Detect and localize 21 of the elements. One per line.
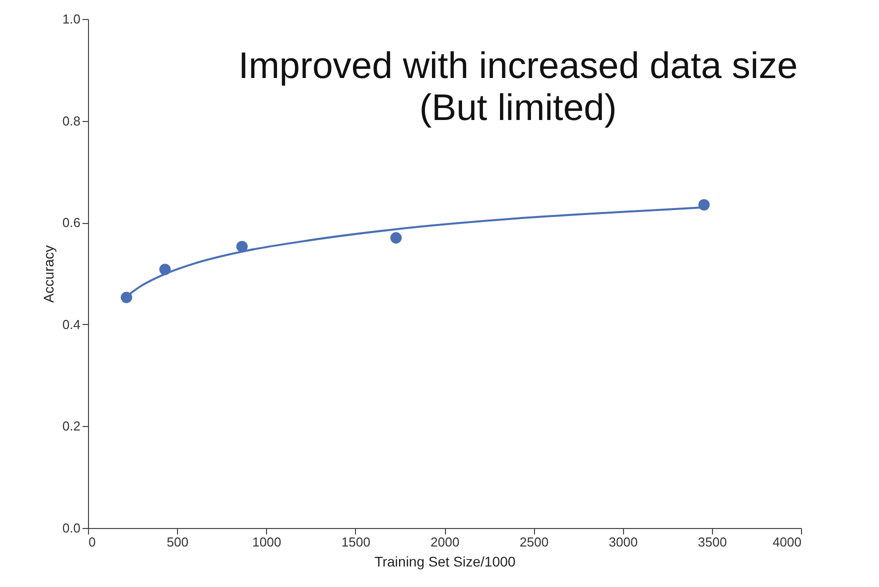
x-axis-title: Training Set Size/1000	[374, 554, 516, 570]
y-tick-label: 0.6	[62, 215, 80, 230]
x-tick-label: 2500	[520, 534, 549, 550]
x-tick-label: 1500	[341, 534, 370, 550]
y-tick-label: 0.0	[62, 520, 80, 536]
x-tick-label: 500	[166, 534, 188, 550]
y-tick-label: 0.8	[62, 113, 80, 128]
annotation: Improved with increased data size (But limited)	[238, 45, 798, 128]
y-tick-label: 1.0	[62, 12, 80, 26]
y-tick-label: 0.2	[62, 418, 80, 434]
y-tick-label: 0.4	[62, 316, 80, 332]
point	[698, 199, 710, 210]
point	[120, 292, 132, 304]
x-tick-label: 2000	[430, 534, 460, 550]
x-tick-label: 4000	[772, 534, 802, 550]
x-tick-label: 3000	[608, 534, 638, 550]
point	[390, 232, 402, 244]
x-tick-label: 3500	[698, 534, 727, 550]
x-tick-label: 0	[88, 534, 96, 550]
y-axis-title: Accuracy	[40, 245, 56, 303]
x-tick-label: 1000	[252, 534, 282, 550]
